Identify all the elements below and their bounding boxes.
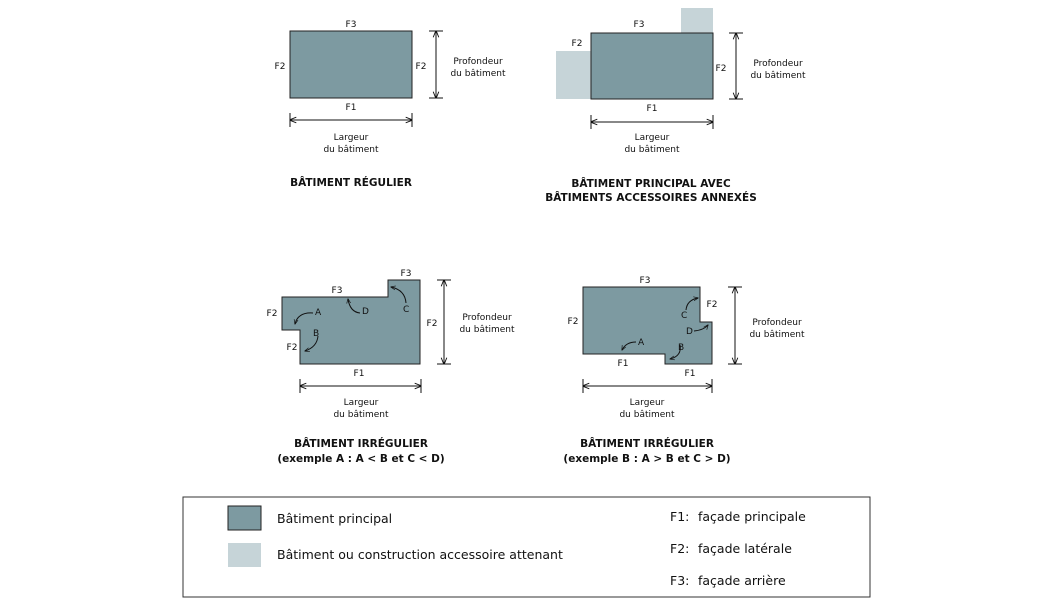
facade-f1-label: F1	[618, 359, 629, 369]
angle-d-label: D	[686, 327, 693, 337]
angle-d-label: D	[362, 307, 369, 317]
facade-f2-label: F2	[568, 317, 579, 327]
facade-f2-label: F2	[427, 319, 438, 329]
depth-label: Profondeur	[462, 313, 512, 323]
diagram-title: BÂTIMENT IRRÉGULIER	[294, 437, 428, 450]
facade-f2-label: F2	[707, 300, 718, 310]
legend-f1-code: F1:	[670, 509, 689, 524]
width-label: Largeur	[334, 133, 369, 143]
depth-label: Profondeur	[752, 318, 802, 328]
legend-accessory-label: Bâtiment ou construction accessoire atte…	[277, 547, 563, 562]
regular-building-diagram: F3 F2 F2 F1 Profondeur du bâtiment Large…	[275, 20, 506, 189]
legend-swatch-main	[227, 505, 262, 531]
diagram-title: (exemple A : A < B et C < D)	[277, 453, 444, 465]
facade-f2-label: F2	[572, 39, 583, 49]
width-label: du bâtiment	[624, 145, 680, 155]
angle-arc-c	[391, 287, 407, 304]
irregular-building-b-diagram: F3 F2 F2 F1 F1 A B C D Profondeur du bât…	[563, 276, 805, 465]
angle-b-label: B	[313, 329, 319, 339]
angle-b-label: B	[678, 343, 684, 353]
diagram-title: BÂTIMENTS ACCESSOIRES ANNEXÉS	[545, 191, 757, 204]
legend-f2-text: façade latérale	[698, 541, 792, 556]
angle-c-label: C	[403, 305, 409, 315]
angle-arc-a	[622, 341, 637, 350]
diagram-title: BÂTIMENT IRRÉGULIER	[580, 437, 714, 450]
legend-box: Bâtiment principal Bâtiment ou construct…	[182, 496, 871, 598]
main-building-shape	[281, 279, 421, 365]
facade-f3-label: F3	[332, 286, 343, 296]
angle-arc-d	[693, 325, 708, 332]
width-label: du bâtiment	[323, 145, 379, 155]
diagram-title: BÂTIMENT RÉGULIER	[290, 176, 412, 189]
angle-arc-b	[305, 335, 319, 351]
diagram-title: BÂTIMENT PRINCIPAL AVEC	[571, 177, 731, 190]
diagram-title: (exemple B : A > B et C > D)	[563, 453, 730, 465]
legend-main-label: Bâtiment principal	[277, 511, 392, 526]
legend-f2-code: F2:	[670, 541, 689, 556]
facade-f1-label: F1	[685, 369, 696, 379]
facade-f2-label: F2	[716, 64, 727, 74]
legend-swatch-accessory	[228, 543, 261, 567]
facade-f2-label: F2	[287, 343, 298, 353]
angle-arc-d	[348, 299, 361, 314]
irregular-building-a-diagram: F3 F3 F2 F2 F2 F1 A B D C Profondeur du …	[267, 269, 515, 465]
legend-f3-code: F3:	[670, 573, 689, 588]
accessory-building-shape	[556, 51, 591, 99]
angle-arc-b	[670, 344, 681, 359]
facade-f1-label: F1	[346, 103, 357, 113]
main-building-shape	[289, 30, 413, 99]
facade-f3-label: F3	[640, 276, 651, 286]
angle-c-label: C	[681, 311, 687, 321]
main-building-shape	[582, 286, 713, 365]
facade-f3-label: F3	[346, 20, 357, 30]
depth-label: du bâtiment	[749, 330, 805, 340]
accessory-building-shape	[681, 8, 713, 33]
depth-label: Profondeur	[453, 57, 503, 67]
legend-frame	[182, 496, 871, 598]
depth-label: du bâtiment	[459, 325, 515, 335]
angle-arc-c	[685, 298, 698, 311]
width-label: Largeur	[630, 398, 665, 408]
width-label: Largeur	[344, 398, 379, 408]
width-label: du bâtiment	[619, 410, 675, 420]
facade-f2-label: F2	[275, 62, 286, 72]
facade-f2-label: F2	[416, 62, 427, 72]
facade-f1-label: F1	[354, 369, 365, 379]
facade-f3-label: F3	[401, 269, 412, 279]
depth-label: Profondeur	[753, 59, 803, 69]
facade-f2-label: F2	[267, 309, 278, 319]
facade-f1-label: F1	[647, 104, 658, 114]
accessory-building-diagram: F3 F2 F2 F1 Profondeur du bâtiment Large…	[545, 8, 806, 204]
depth-label: du bâtiment	[450, 69, 506, 79]
facade-f3-label: F3	[634, 20, 645, 30]
main-building-shape	[590, 32, 714, 100]
width-label: Largeur	[635, 133, 670, 143]
legend-f3-text: façade arrière	[698, 573, 786, 588]
angle-arc-a	[295, 312, 314, 324]
angle-a-label: A	[315, 308, 322, 318]
width-label: du bâtiment	[333, 410, 389, 420]
angle-a-label: A	[638, 338, 645, 348]
depth-label: du bâtiment	[750, 71, 806, 81]
legend-f1-text: façade principale	[698, 509, 806, 524]
